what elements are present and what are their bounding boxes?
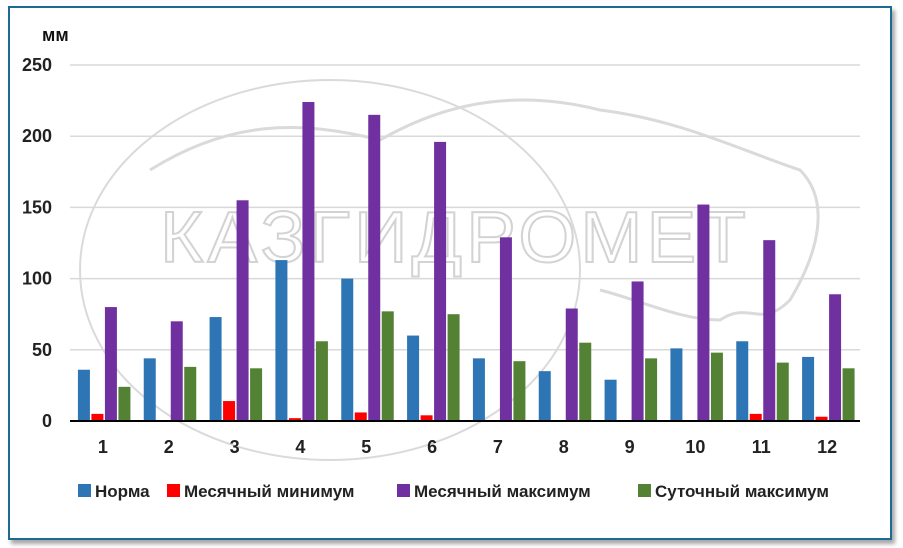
bar	[736, 341, 749, 421]
bars	[77, 102, 855, 422]
bar	[209, 317, 222, 421]
bar	[670, 348, 683, 421]
gridlines	[70, 64, 860, 351]
bar	[565, 308, 578, 421]
legend-swatch	[397, 484, 410, 497]
bar	[223, 401, 236, 421]
legend: Норма Месячный минимум Месячный максимум Су…	[78, 482, 829, 501]
bar	[302, 102, 315, 422]
bar	[434, 141, 447, 421]
watermark-text: КАЗГИДРОМЕТ	[160, 198, 750, 278]
x-tick-label: 3	[230, 437, 240, 457]
bar	[236, 200, 249, 421]
bar	[143, 358, 156, 421]
bar	[604, 379, 617, 421]
y-tick-label: 250	[22, 55, 52, 75]
bar	[288, 418, 301, 421]
bar	[368, 114, 381, 421]
bar	[763, 240, 776, 421]
bar	[118, 386, 131, 421]
bar	[250, 368, 263, 421]
x-tick-label: 11	[752, 437, 771, 457]
bar	[184, 366, 197, 421]
x-tick-label: 10	[685, 437, 705, 457]
bar	[91, 413, 104, 421]
y-tick-label: 200	[22, 126, 52, 146]
bar	[381, 311, 394, 421]
legend-label: Норма	[95, 482, 150, 501]
x-tick-label: 2	[164, 437, 174, 457]
bar	[802, 356, 815, 421]
y-tick-label: 100	[22, 269, 52, 289]
y-tick-label: 0	[42, 411, 52, 431]
legend-label: Суточный максимум	[655, 482, 829, 501]
bar	[170, 321, 183, 421]
bar	[842, 368, 855, 421]
x-tick-label: 9	[625, 437, 635, 457]
bar	[776, 362, 789, 421]
bar	[513, 361, 526, 421]
watermark-globe	[79, 79, 581, 461]
legend-label: Месячный максимум	[414, 482, 591, 501]
y-axis: 0 50 100 150 200 250	[22, 55, 52, 431]
bar	[420, 415, 433, 421]
y-axis-unit-label: мм	[42, 25, 69, 45]
bar	[499, 237, 512, 421]
bar	[645, 358, 658, 421]
x-tick-label: 6	[427, 437, 437, 457]
x-tick-label: 7	[493, 437, 503, 457]
x-tick-label: 5	[361, 437, 371, 457]
y-tick-label: 50	[32, 340, 52, 360]
x-tick-label: 4	[295, 437, 305, 457]
legend-swatch	[78, 484, 91, 497]
x-tick-label: 1	[98, 437, 108, 457]
bar	[749, 413, 762, 421]
bar	[815, 416, 828, 421]
bar	[697, 204, 710, 421]
bar	[538, 371, 551, 421]
x-tick-label: 12	[817, 437, 837, 457]
bar	[77, 369, 90, 421]
bar	[407, 335, 420, 421]
x-tick-label: 8	[559, 437, 569, 457]
legend-swatch	[638, 484, 651, 497]
legend-label: Месячный минимум	[184, 482, 355, 501]
bar	[631, 281, 644, 421]
y-tick-label: 150	[22, 197, 52, 217]
bar	[354, 412, 367, 421]
legend-swatch	[167, 484, 180, 497]
bar	[104, 307, 117, 421]
bar	[447, 314, 460, 421]
bar	[315, 341, 328, 421]
x-axis: 1 2 3 4 5 6 7 8 9 10 11 12	[70, 420, 860, 457]
watermark: КАЗГИДРОМЕТ	[79, 79, 820, 461]
bar	[710, 352, 723, 421]
chart-frame	[8, 6, 892, 540]
bar	[341, 278, 354, 421]
bar	[472, 358, 485, 421]
bar	[829, 294, 842, 421]
bar	[275, 260, 288, 421]
bar	[579, 342, 592, 421]
